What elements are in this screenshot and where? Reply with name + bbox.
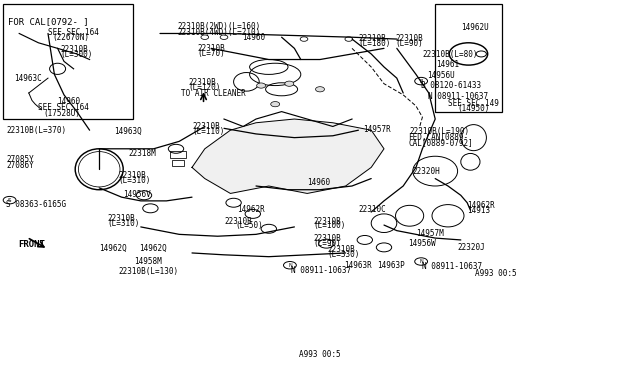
Text: 14956V: 14956V (124, 190, 151, 199)
Text: (L=120): (L=120) (189, 83, 221, 92)
Text: B: B (419, 78, 423, 84)
Text: (22670N): (22670N) (52, 33, 90, 42)
Text: 14960: 14960 (58, 97, 81, 106)
Text: (L=330): (L=330) (328, 250, 360, 259)
Text: S 08363-6165G: S 08363-6165G (6, 200, 67, 209)
Text: (L=300): (L=300) (61, 50, 93, 59)
Text: 14962R: 14962R (467, 201, 495, 210)
Text: 22310C: 22310C (358, 205, 386, 214)
Bar (435, 4, 502, 112)
Text: 14963C: 14963C (14, 74, 42, 83)
Text: TO AIR CLEANER: TO AIR CLEANER (181, 89, 246, 97)
Text: A993 00:5: A993 00:5 (475, 269, 516, 278)
Text: (L=310): (L=310) (108, 219, 140, 228)
Circle shape (271, 102, 280, 107)
Text: 22310B: 22310B (314, 234, 341, 243)
Text: 14956W: 14956W (408, 239, 436, 248)
Text: (L=90): (L=90) (396, 39, 423, 48)
Text: 14962Q: 14962Q (99, 244, 127, 253)
Text: (L=70): (L=70) (197, 49, 225, 58)
Text: 22310B: 22310B (108, 214, 135, 223)
Circle shape (285, 81, 294, 86)
Text: S: S (8, 198, 12, 203)
Text: 22310B(L=190): 22310B(L=190) (410, 127, 470, 136)
Text: 22310B: 22310B (396, 34, 423, 43)
Text: 22310B(4WD)(L=210): 22310B(4WD)(L=210) (178, 28, 261, 37)
Text: 22310B: 22310B (189, 78, 216, 87)
Text: N: N (288, 263, 292, 268)
Text: FOR CAL[0792- ]: FOR CAL[0792- ] (8, 17, 88, 26)
Text: 14956U: 14956U (428, 71, 455, 80)
Text: 22310B: 22310B (192, 122, 220, 131)
Text: 14963P: 14963P (378, 261, 405, 270)
Text: (L=180): (L=180) (358, 39, 391, 48)
Text: 14913: 14913 (467, 206, 490, 215)
Text: 14961: 14961 (436, 60, 460, 69)
Text: 22310B: 22310B (358, 34, 386, 43)
Text: 14958M: 14958M (134, 257, 162, 266)
Text: 27085Y: 27085Y (6, 155, 34, 164)
Text: SEE SEC.149: SEE SEC.149 (448, 99, 499, 108)
Text: 14963Q: 14963Q (114, 127, 141, 136)
Text: SEE SEC.164: SEE SEC.164 (38, 103, 89, 112)
Text: (L=110): (L=110) (192, 127, 225, 136)
Text: 27086Y: 27086Y (6, 161, 34, 170)
Text: 14962Q: 14962Q (140, 244, 167, 253)
Text: N: N (419, 259, 423, 264)
Text: N 08911-10637: N 08911-10637 (428, 92, 488, 101)
Text: 14960: 14960 (307, 178, 330, 187)
Text: 22310B(2WD)(L=160): 22310B(2WD)(L=160) (178, 22, 261, 31)
Circle shape (257, 83, 266, 88)
Text: 14962U: 14962U (461, 23, 488, 32)
Text: 22310B: 22310B (61, 45, 88, 54)
Text: CAL[0889-0792]: CAL[0889-0792] (408, 138, 473, 147)
Text: 22310B: 22310B (328, 245, 355, 254)
Text: 22320J: 22320J (458, 243, 485, 251)
Text: A993 00:5: A993 00:5 (299, 350, 341, 359)
Bar (172, 160, 184, 166)
Text: (L=100): (L=100) (314, 221, 346, 230)
Text: (L=50): (L=50) (236, 221, 263, 230)
Text: 22310B(L=80): 22310B(L=80) (422, 50, 478, 59)
Text: 22310B: 22310B (314, 217, 341, 225)
Text: 22318M: 22318M (128, 149, 156, 158)
Text: (L=90): (L=90) (314, 239, 341, 248)
Text: 14962R: 14962R (237, 205, 264, 214)
Text: FRONT: FRONT (18, 240, 45, 249)
Bar (170, 151, 186, 158)
Text: FED,CAN[0889-: FED,CAN[0889- (408, 133, 468, 142)
Text: 22310B(L=130): 22310B(L=130) (118, 267, 179, 276)
Text: 14957M: 14957M (416, 229, 444, 238)
Text: 22310B: 22310B (118, 171, 146, 180)
Text: 22310B: 22310B (197, 44, 225, 53)
Text: (L=310): (L=310) (118, 176, 151, 185)
Text: 14957R: 14957R (364, 125, 391, 134)
Circle shape (316, 87, 324, 92)
Text: 14960: 14960 (242, 33, 265, 42)
Text: (14950): (14950) (458, 104, 490, 113)
Text: 22310B(L=370): 22310B(L=370) (6, 126, 67, 135)
Text: SEE SEC.164: SEE SEC.164 (48, 28, 99, 37)
Text: 14963R: 14963R (344, 261, 372, 270)
Text: 22310B: 22310B (224, 217, 252, 225)
Text: N 08911-10637: N 08911-10637 (422, 262, 483, 271)
Text: 22320H: 22320H (413, 167, 440, 176)
Polygon shape (192, 119, 384, 193)
Text: B 08120-61433: B 08120-61433 (421, 81, 481, 90)
Text: (17528U): (17528U) (44, 109, 81, 118)
Bar (3, 4, 133, 119)
Text: N 08911-10637: N 08911-10637 (291, 266, 351, 275)
